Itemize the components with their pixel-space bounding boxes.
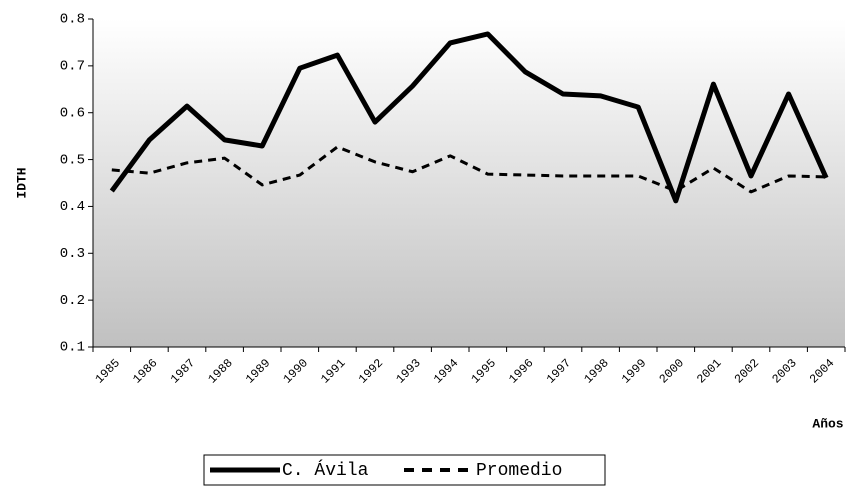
x-tick-label: 1987 xyxy=(168,356,198,386)
x-tick-label: 1997 xyxy=(544,356,574,386)
x-tick-label: 1996 xyxy=(506,356,536,386)
x-axis-label: Años xyxy=(812,416,843,431)
y-tick-label: 0.3 xyxy=(60,246,85,262)
y-tick-label: 0.4 xyxy=(60,199,85,215)
x-tick-label: 2001 xyxy=(694,356,724,386)
y-axis-label: IDTH xyxy=(14,167,29,198)
x-tick-label: 1998 xyxy=(581,356,611,386)
x-tick-label: 2003 xyxy=(769,356,799,386)
y-tick-label: 0.1 xyxy=(60,340,85,356)
x-tick-label: 1993 xyxy=(393,356,423,386)
line-series xyxy=(109,31,829,204)
line-series xyxy=(111,145,827,194)
x-tick-label: 1999 xyxy=(619,356,649,386)
x-tick-label: 2004 xyxy=(807,356,837,386)
y-tick-label: 0.7 xyxy=(60,59,85,75)
y-tick-label: 0.6 xyxy=(60,105,85,121)
x-tick-label: 2002 xyxy=(732,356,762,386)
x-tick-label: 1994 xyxy=(431,356,461,386)
x-tick-label: 1986 xyxy=(130,356,160,386)
x-tick-label: 1992 xyxy=(356,356,386,386)
x-tick-label: 2000 xyxy=(657,356,687,386)
x-tick-label: 1990 xyxy=(281,356,311,386)
y-tick-label: 0.8 xyxy=(60,12,85,28)
x-tick-label: 1988 xyxy=(205,356,235,386)
x-tick-label: 1989 xyxy=(243,356,273,386)
legend-label: C. Ávila xyxy=(282,459,369,481)
plot-area xyxy=(93,19,845,347)
y-tick-label: 0.2 xyxy=(60,293,85,309)
x-tick-label: 1991 xyxy=(318,356,348,386)
legend-label: Promedio xyxy=(476,461,562,481)
x-tick-label: 1995 xyxy=(469,356,499,386)
x-tick-label: 1985 xyxy=(93,356,123,386)
y-tick-label: 0.5 xyxy=(60,152,85,168)
